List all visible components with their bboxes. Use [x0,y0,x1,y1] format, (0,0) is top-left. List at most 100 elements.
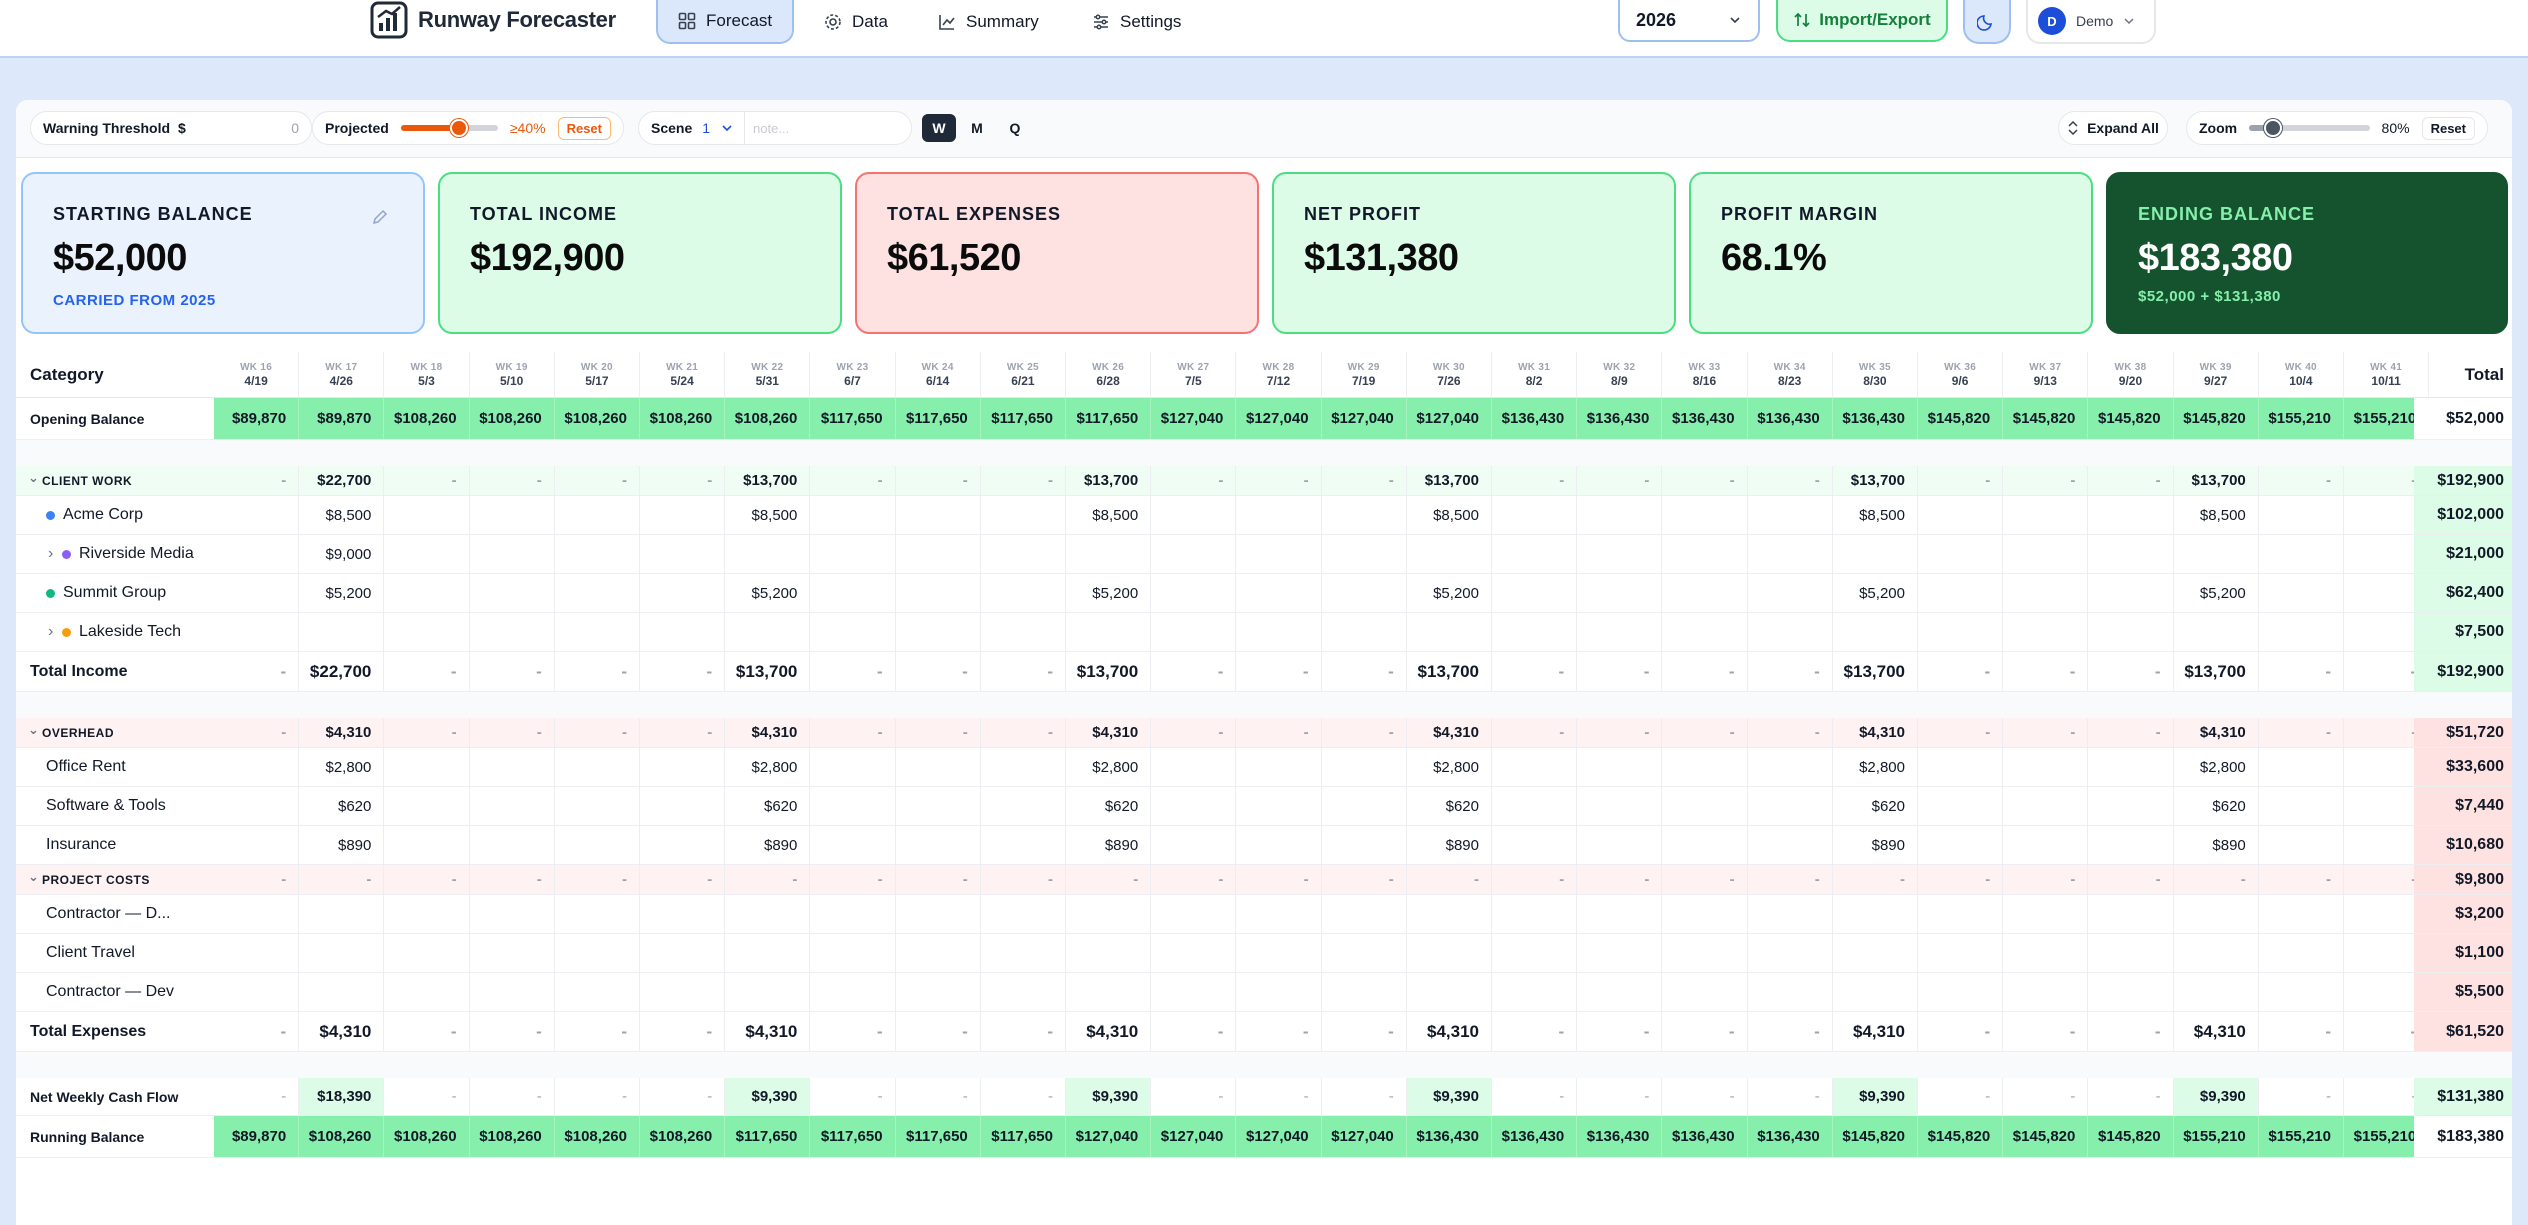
table-cell[interactable] [1577,748,1663,786]
table-cell[interactable] [1066,973,1152,1011]
table-cell[interactable] [1918,535,2004,573]
table-cell[interactable]: $5,200 [1066,574,1152,612]
table-cell[interactable] [1322,574,1407,612]
table-cell[interactable] [1151,826,1237,864]
table-cell[interactable] [981,787,1066,825]
table-cell[interactable] [1407,934,1492,972]
table-cell[interactable] [1662,574,1748,612]
table-cell[interactable] [1066,934,1152,972]
expand-all-button[interactable]: Expand All [2058,111,2168,145]
app-logo[interactable]: Runway Forecaster [370,0,616,40]
table-cell[interactable] [1918,787,2004,825]
table-cell[interactable] [1748,613,1833,651]
table-cell[interactable] [470,787,555,825]
table-cell[interactable] [384,826,470,864]
table-cell[interactable]: $8,500 [1833,496,1918,534]
table-cell[interactable] [1918,934,2004,972]
table-cell[interactable]: $620 [1407,787,1492,825]
week-column-header[interactable]: WK 20 5/17 [555,352,640,397]
table-cell[interactable] [2088,934,2174,972]
table-cell[interactable] [1322,748,1407,786]
table-cell[interactable]: $8,500 [2174,496,2259,534]
tab-settings[interactable]: Settings [1092,0,1181,44]
table-cell[interactable] [555,574,640,612]
table-cell[interactable] [470,496,555,534]
week-column-header[interactable]: WK 25 6/21 [981,352,1066,397]
table-cell[interactable] [1322,895,1407,933]
table-cell[interactable] [2174,895,2259,933]
table-cell[interactable]: $5,200 [2174,574,2259,612]
table-cell[interactable] [1407,613,1492,651]
week-column-header[interactable]: WK 32 8/9 [1577,352,1663,397]
table-cell[interactable]: $620 [2174,787,2259,825]
table-cell[interactable] [2088,973,2174,1011]
table-cell[interactable] [1833,895,1918,933]
table-cell[interactable] [214,934,300,972]
table-cell[interactable] [2003,535,2089,573]
table-cell[interactable] [2259,496,2344,534]
table-cell[interactable] [1236,496,1322,534]
table-cell[interactable] [1662,496,1748,534]
week-column-header[interactable]: WK 18 5/3 [384,352,470,397]
table-cell[interactable] [981,826,1066,864]
table-cell[interactable] [470,895,555,933]
week-column-header[interactable]: WK 39 9/27 [2174,352,2259,397]
table-cell[interactable] [1662,826,1748,864]
table-cell[interactable] [1577,973,1663,1011]
table-cell[interactable] [640,895,726,933]
table-cell[interactable] [1236,826,1322,864]
view-week-button[interactable]: W [922,114,956,142]
table-cell[interactable] [981,574,1066,612]
table-cell[interactable] [981,934,1066,972]
table-cell[interactable] [1236,613,1322,651]
table-cell[interactable] [1322,535,1407,573]
table-cell[interactable] [896,748,981,786]
projected-slider-knob[interactable] [450,119,469,137]
table-cell[interactable] [810,496,896,534]
table-cell[interactable] [1748,826,1833,864]
table-cell[interactable] [640,613,726,651]
table-cell[interactable] [1492,496,1578,534]
table-cell[interactable] [896,574,981,612]
table-cell[interactable] [1236,535,1322,573]
table-cell[interactable] [214,787,300,825]
week-column-header[interactable]: WK 29 7/19 [1322,352,1407,397]
table-cell[interactable] [725,535,811,573]
table-cell[interactable] [1918,613,2004,651]
table-cell[interactable] [1662,973,1748,1011]
week-column-header[interactable]: WK 27 7/5 [1151,352,1237,397]
table-cell[interactable] [640,934,726,972]
table-cell[interactable] [1492,895,1578,933]
table-cell[interactable] [1151,748,1237,786]
theme-toggle-button[interactable] [1963,0,2011,44]
table-cell[interactable] [555,613,640,651]
table-cell[interactable] [470,535,555,573]
table-cell[interactable] [1918,973,2004,1011]
week-column-header[interactable]: WK 28 7/12 [1236,352,1322,397]
table-cell[interactable] [470,613,555,651]
table-cell[interactable] [2174,973,2259,1011]
table-cell[interactable] [299,973,385,1011]
table-cell[interactable] [1492,934,1578,972]
table-cell[interactable] [640,973,726,1011]
table-cell[interactable]: $5,200 [1833,574,1918,612]
table-cell[interactable] [896,973,981,1011]
table-cell[interactable] [1748,535,1833,573]
table-cell[interactable] [1066,895,1152,933]
row-label[interactable]: › Riverside Media [16,535,212,573]
table-cell[interactable]: $620 [299,787,385,825]
table-cell[interactable] [2259,934,2344,972]
table-cell[interactable] [1748,973,1833,1011]
table-cell[interactable] [896,496,981,534]
table-cell[interactable] [2003,496,2089,534]
table-cell[interactable] [1662,934,1748,972]
table-cell[interactable] [555,895,640,933]
table-cell[interactable] [2174,613,2259,651]
table-cell[interactable] [299,613,385,651]
tab-data[interactable]: Data [824,0,888,44]
table-cell[interactable] [1833,535,1918,573]
table-cell[interactable] [896,787,981,825]
table-cell[interactable] [1236,787,1322,825]
table-cell[interactable] [810,748,896,786]
table-cell[interactable] [2259,574,2344,612]
